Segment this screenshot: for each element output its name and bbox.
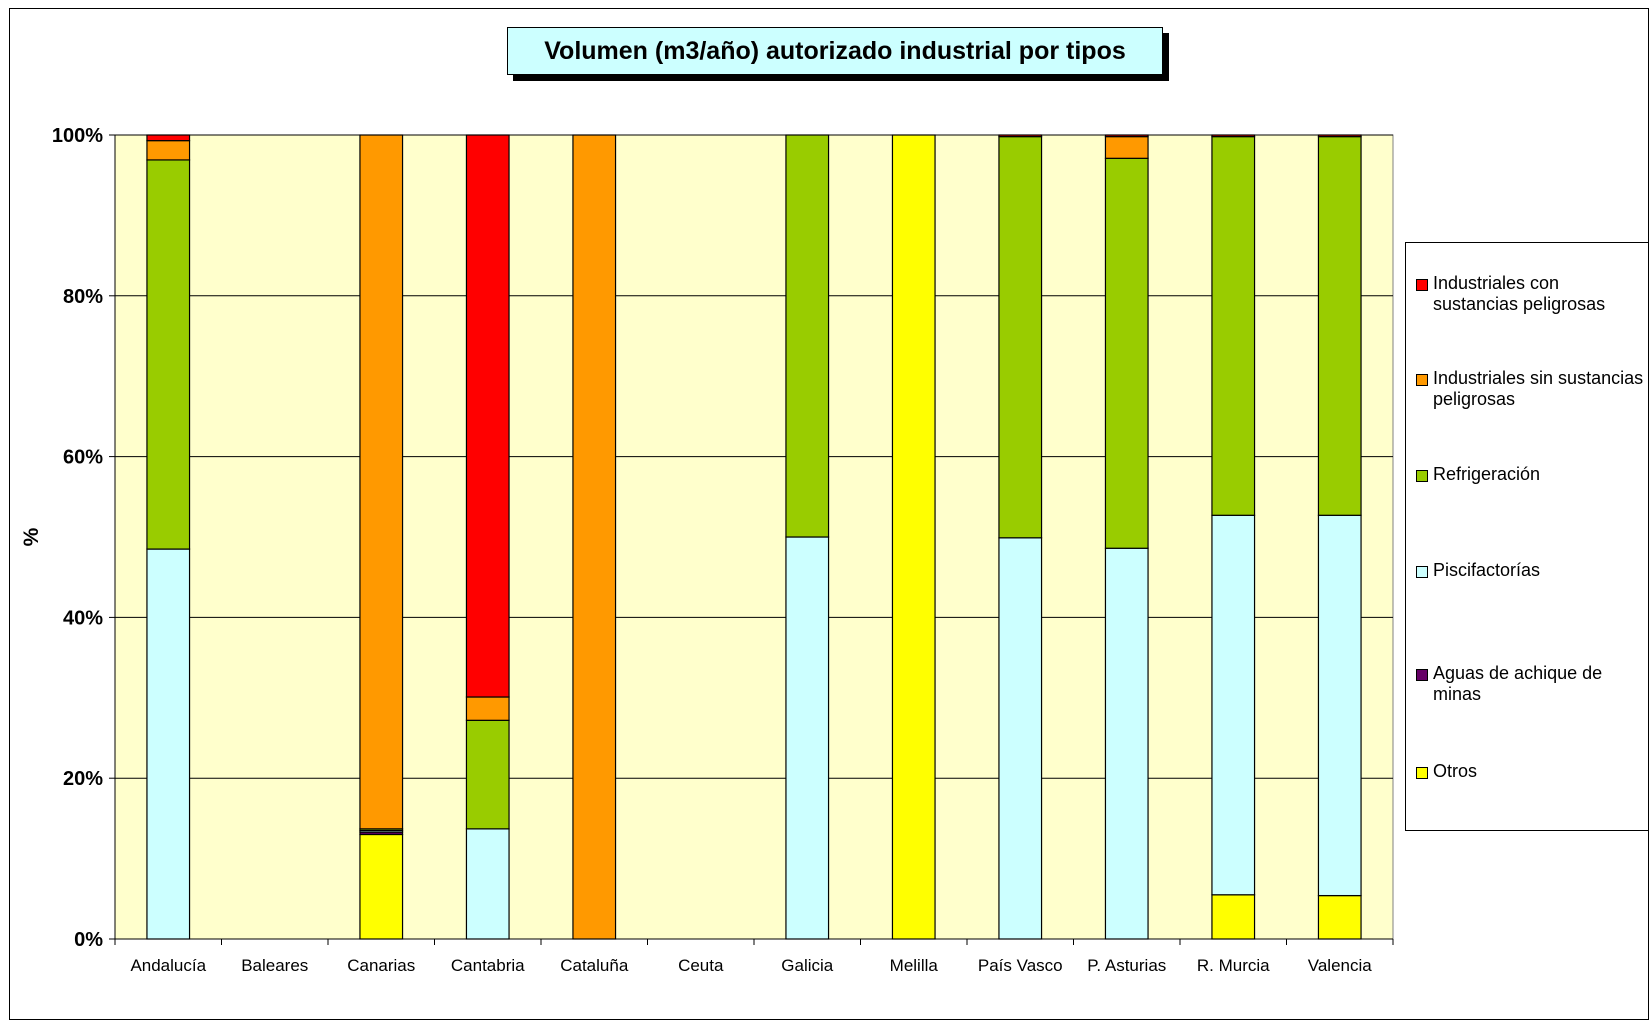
legend-label: Aguas de achique de minas bbox=[1433, 663, 1603, 704]
legend-label: Otros bbox=[1433, 761, 1478, 781]
bar-segment bbox=[146, 140, 191, 161]
bar-segment bbox=[1317, 134, 1362, 138]
bar-segment bbox=[998, 537, 1043, 940]
bar-segment bbox=[891, 134, 936, 940]
x-tick-label: Melilla bbox=[890, 956, 939, 975]
bar-segment bbox=[1104, 547, 1149, 940]
bar-segment bbox=[465, 696, 510, 721]
legend-swatch bbox=[1416, 470, 1428, 482]
bar-segment bbox=[465, 828, 510, 940]
bar-segment bbox=[465, 719, 510, 830]
y-tick-label: 100% bbox=[52, 125, 103, 147]
bar-segment bbox=[785, 536, 830, 940]
bar-segment bbox=[146, 159, 191, 550]
x-tick-label: Cataluña bbox=[560, 956, 629, 975]
legend: Industriales con sustancias peligrosas I… bbox=[1405, 242, 1649, 831]
bar-segment bbox=[146, 134, 191, 142]
bar-segment bbox=[785, 134, 830, 538]
x-tick-label: Cantabria bbox=[451, 956, 525, 975]
x-tick-label: Galicia bbox=[781, 956, 834, 975]
bar-segment bbox=[1104, 134, 1149, 138]
bar-segment bbox=[572, 134, 617, 940]
legend-label: Piscifactorías bbox=[1433, 560, 1541, 580]
y-axis-label: % bbox=[20, 527, 43, 546]
y-tick-label: 20% bbox=[63, 768, 103, 790]
x-tick-label: País Vasco bbox=[978, 956, 1063, 975]
bar-segment bbox=[1211, 894, 1256, 940]
legend-label: Industriales sin sustancias peligrosas bbox=[1433, 368, 1644, 409]
x-tick-label: Andalucía bbox=[130, 956, 206, 975]
bar-segment bbox=[998, 136, 1043, 539]
bar-segment bbox=[1211, 134, 1256, 138]
bar-segment bbox=[1104, 136, 1149, 159]
y-tick-label: 80% bbox=[63, 286, 103, 308]
bar-segment bbox=[1211, 136, 1256, 516]
legend-label: Refrigeración bbox=[1433, 464, 1541, 484]
x-tick-label: R. Murcia bbox=[1197, 956, 1270, 975]
legend-swatch bbox=[1416, 374, 1428, 386]
y-tick-label: 60% bbox=[63, 447, 103, 469]
bar-segment bbox=[1317, 514, 1362, 897]
legend-swatch bbox=[1416, 669, 1428, 681]
legend-swatch bbox=[1416, 566, 1428, 578]
y-tick-label: 0% bbox=[74, 929, 103, 951]
bar-segment bbox=[1104, 157, 1149, 549]
bar-segment bbox=[1317, 894, 1362, 940]
plot-area bbox=[114, 134, 1394, 940]
legend-swatch bbox=[1416, 767, 1428, 779]
legend-swatch bbox=[1416, 279, 1428, 291]
bar-segment bbox=[359, 134, 404, 830]
y-tick-label: 40% bbox=[63, 607, 103, 629]
bar-segment bbox=[465, 134, 510, 698]
bar-segment bbox=[359, 833, 404, 940]
bar-segment bbox=[146, 548, 191, 940]
bar-segment bbox=[998, 134, 1043, 138]
x-tick-label: Baleares bbox=[241, 956, 308, 975]
legend-label: Industriales con sustancias peligrosas bbox=[1433, 273, 1606, 314]
x-tick-label: P. Asturias bbox=[1087, 956, 1166, 975]
chart-title: Volumen (m3/año) autorizado industrial p… bbox=[507, 27, 1163, 75]
x-tick-label: Canarias bbox=[347, 956, 415, 975]
x-tick-label: Valencia bbox=[1308, 956, 1372, 975]
bar-segment bbox=[1211, 514, 1256, 896]
x-tick-label: Ceuta bbox=[678, 956, 724, 975]
bar-segment bbox=[1317, 136, 1362, 516]
